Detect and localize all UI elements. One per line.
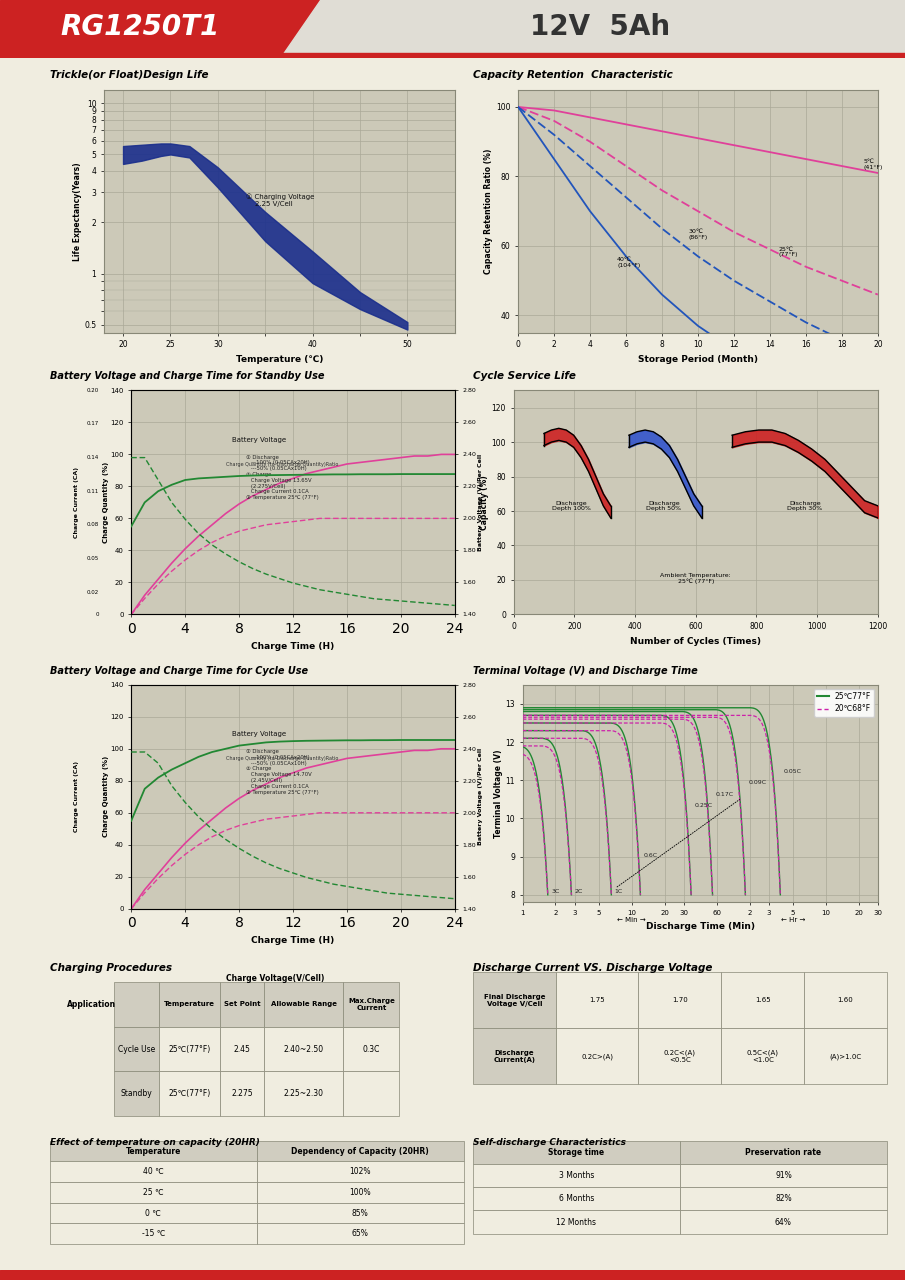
Y-axis label: Capacity (%): Capacity (%)	[480, 475, 489, 530]
Text: ← Min →: ← Min →	[617, 916, 646, 923]
Y-axis label: Battery Voltage (V)/Per Cell: Battery Voltage (V)/Per Cell	[478, 749, 482, 845]
Y-axis label: Capacity Retention Ratio (%): Capacity Retention Ratio (%)	[484, 148, 493, 274]
Text: 30℃
(86°F): 30℃ (86°F)	[689, 229, 709, 239]
Text: RG1250T1: RG1250T1	[61, 13, 220, 41]
Text: Charge Current (CA): Charge Current (CA)	[73, 467, 79, 538]
Text: Battery Voltage: Battery Voltage	[233, 436, 287, 443]
X-axis label: Number of Cycles (Times): Number of Cycles (Times)	[630, 636, 761, 645]
Legend: 25℃77°F, 20℃68°F: 25℃77°F, 20℃68°F	[814, 689, 874, 717]
Text: 0.14: 0.14	[87, 456, 99, 460]
Text: Battery Voltage: Battery Voltage	[233, 731, 287, 737]
X-axis label: Storage Period (Month): Storage Period (Month)	[638, 355, 758, 364]
Text: Discharge
Depth 30%: Discharge Depth 30%	[787, 500, 823, 512]
Text: 0.05C: 0.05C	[784, 768, 802, 773]
Polygon shape	[280, 0, 905, 58]
Text: Charge Quantity (to-Discharge Quantity)Ratio: Charge Quantity (to-Discharge Quantity)R…	[225, 756, 338, 762]
Text: Charging Procedures: Charging Procedures	[50, 963, 172, 973]
X-axis label: Charge Time (H): Charge Time (H)	[252, 641, 335, 650]
Text: Charge Voltage(V/Cell): Charge Voltage(V/Cell)	[226, 974, 325, 983]
Text: 12V  5Ah: 12V 5Ah	[530, 13, 670, 41]
X-axis label: Discharge Time (Min): Discharge Time (Min)	[646, 922, 755, 931]
Text: Cycle Service Life: Cycle Service Life	[472, 371, 576, 381]
Text: 1C: 1C	[614, 888, 623, 893]
Y-axis label: Battery Voltage (V)/Per Cell: Battery Voltage (V)/Per Cell	[478, 454, 482, 550]
Y-axis label: Charge Quantity (%): Charge Quantity (%)	[102, 756, 109, 837]
Text: 25℃
(77°F): 25℃ (77°F)	[779, 247, 798, 257]
Y-axis label: Life Expectancy(Years): Life Expectancy(Years)	[72, 161, 81, 261]
Text: ① Charging Voltage
    2.25 V/Cell: ① Charging Voltage 2.25 V/Cell	[246, 193, 315, 207]
Text: 5℃
(41°F): 5℃ (41°F)	[863, 159, 883, 169]
Y-axis label: Charge Quantity (%): Charge Quantity (%)	[102, 462, 109, 543]
Text: Terminal Voltage (V) and Discharge Time: Terminal Voltage (V) and Discharge Time	[472, 666, 698, 676]
Text: Battery Voltage and Charge Time for Cycle Use: Battery Voltage and Charge Time for Cycl…	[50, 666, 308, 676]
Text: 0.05: 0.05	[87, 556, 99, 561]
Text: Discharge
Depth 50%: Discharge Depth 50%	[646, 500, 681, 512]
Text: Discharge
Depth 100%: Discharge Depth 100%	[552, 500, 591, 512]
Text: 0.11: 0.11	[87, 489, 99, 494]
Text: Effect of temperature on capacity (20HR): Effect of temperature on capacity (20HR)	[50, 1138, 260, 1147]
Text: ← Hr →: ← Hr →	[781, 916, 805, 923]
Text: 2C: 2C	[575, 888, 583, 893]
Text: 0.6C: 0.6C	[643, 852, 658, 858]
Text: Charge Quantity (to-Discharge Quantity)Ratio: Charge Quantity (to-Discharge Quantity)R…	[225, 462, 338, 467]
Text: 0.17C: 0.17C	[716, 791, 734, 796]
X-axis label: Charge Time (H): Charge Time (H)	[252, 936, 335, 945]
Text: Trickle(or Float)Design Life: Trickle(or Float)Design Life	[50, 70, 208, 81]
Text: Self-discharge Characteristics: Self-discharge Characteristics	[472, 1138, 626, 1147]
Text: Discharge Current VS. Discharge Voltage: Discharge Current VS. Discharge Voltage	[472, 963, 712, 973]
Text: 0.25C: 0.25C	[694, 803, 712, 808]
Bar	[0, 52, 905, 58]
Text: 0.20: 0.20	[87, 388, 99, 393]
Text: ① Discharge
   —100% (0.05CAx20H)
   ---50% (0.05CAx10H)
② Charge
   Charge Volt: ① Discharge —100% (0.05CAx20H) ---50% (0…	[246, 454, 319, 500]
Text: 40℃
(104°F): 40℃ (104°F)	[617, 257, 641, 268]
X-axis label: Temperature (℃): Temperature (℃)	[235, 355, 323, 364]
Text: 0.08: 0.08	[87, 522, 99, 527]
Text: Charge Current (CA): Charge Current (CA)	[73, 762, 79, 832]
Text: 0: 0	[95, 612, 99, 617]
Text: Application: Application	[67, 1000, 116, 1009]
Text: Ambient Temperature:
25℃ (77°F): Ambient Temperature: 25℃ (77°F)	[661, 573, 731, 585]
Text: 0.09C: 0.09C	[748, 780, 767, 785]
Y-axis label: Terminal Voltage (V): Terminal Voltage (V)	[493, 749, 502, 838]
Text: ① Discharge
   —100% (0.05CAx20H)
   ---50% (0.05CAx10H)
② Charge
   Charge Volt: ① Discharge —100% (0.05CAx20H) ---50% (0…	[246, 749, 319, 795]
Text: 3C: 3C	[551, 888, 559, 893]
Text: 0.02: 0.02	[87, 590, 99, 594]
Text: Capacity Retention  Characteristic: Capacity Retention Characteristic	[472, 70, 672, 81]
Text: Battery Voltage and Charge Time for Standby Use: Battery Voltage and Charge Time for Stan…	[50, 371, 324, 381]
Text: 0.17: 0.17	[87, 421, 99, 426]
